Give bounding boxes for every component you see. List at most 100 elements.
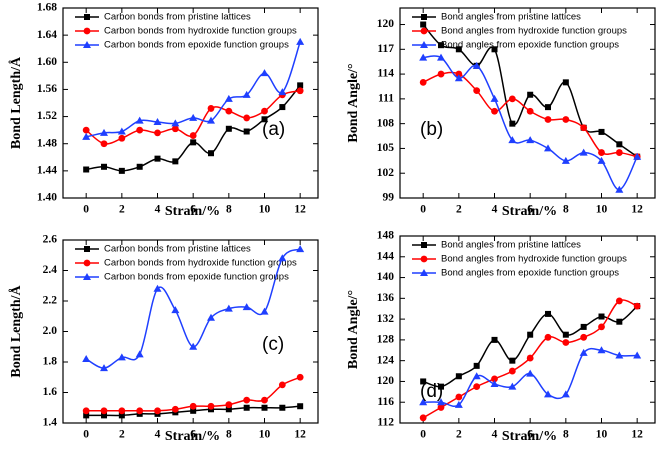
marker: [136, 126, 144, 134]
x-axis-label: Strain/%: [165, 204, 220, 219]
y-tick-label: 1.48: [37, 137, 57, 149]
marker: [117, 353, 126, 361]
marker: [615, 351, 624, 359]
marker: [118, 412, 125, 419]
marker: [579, 148, 588, 156]
marker: [224, 304, 233, 312]
marker: [580, 323, 587, 330]
x-tick-label: 6: [527, 429, 533, 441]
legend-marker: [84, 14, 90, 20]
x-tick-label: 12: [294, 429, 306, 441]
marker: [207, 105, 215, 112]
marker: [526, 136, 535, 144]
x-tick-label: 10: [259, 429, 271, 441]
y-tick-label: 124: [377, 354, 395, 366]
marker: [473, 362, 480, 369]
marker: [118, 407, 126, 415]
legend-label: Carbon bonds from pristine lattices: [104, 12, 251, 23]
x-tick-label: 2: [456, 429, 462, 441]
marker: [472, 61, 481, 69]
panel-label: (d): [420, 381, 443, 402]
marker: [544, 390, 553, 398]
plot-frame: [62, 7, 319, 199]
x-tick-label: 6: [527, 204, 533, 216]
marker: [260, 307, 269, 315]
y-tick-label: 105: [377, 142, 395, 154]
marker: [580, 124, 588, 132]
legend-label: Bond angles from pristine lattices: [441, 12, 581, 23]
x-axis-label: Strain/%: [502, 429, 557, 444]
x-tick-label: 12: [631, 429, 643, 441]
marker: [82, 354, 91, 362]
marker: [527, 331, 534, 338]
marker: [296, 37, 305, 45]
x-tick-label: 4: [155, 429, 161, 441]
marker: [598, 149, 605, 156]
marker: [154, 407, 161, 415]
y-tick-label: 2.2: [43, 295, 58, 307]
legend-marker: [83, 27, 91, 35]
marker: [562, 339, 570, 346]
marker: [562, 116, 570, 123]
marker: [509, 120, 516, 127]
y-axis-label: Bond Angle/°: [346, 63, 361, 142]
marker: [225, 401, 233, 409]
x-tick-label: 10: [259, 204, 271, 216]
marker: [491, 336, 498, 343]
marker: [526, 354, 534, 362]
y-tick-label: 140: [377, 271, 395, 283]
marker: [136, 407, 144, 415]
marker: [243, 404, 250, 411]
marker: [615, 149, 623, 156]
marker: [279, 104, 286, 111]
x-tick-label: 2: [119, 429, 125, 441]
marker: [419, 414, 427, 422]
marker: [243, 114, 251, 122]
series-line: [423, 55, 638, 191]
marker: [633, 152, 642, 160]
x-tick-label: 12: [631, 204, 643, 216]
marker: [261, 396, 268, 404]
marker: [454, 74, 463, 82]
marker: [101, 163, 108, 170]
x-tick-label: 2: [119, 204, 125, 216]
marker: [279, 404, 286, 411]
marker: [616, 318, 623, 325]
marker: [562, 331, 569, 338]
marker: [117, 127, 126, 135]
marker: [473, 383, 481, 391]
marker: [633, 302, 641, 310]
marker: [561, 156, 570, 164]
x-tick-label: 10: [596, 204, 608, 216]
x-tick-label: 4: [155, 204, 161, 216]
marker: [171, 119, 180, 127]
x-tick-label: 0: [83, 429, 89, 441]
y-tick-label: 1.64: [37, 29, 57, 41]
plot-frame: [399, 7, 656, 199]
marker: [100, 140, 108, 148]
marker: [615, 185, 624, 193]
marker: [118, 167, 125, 174]
y-tick-label: 114: [377, 68, 394, 80]
marker: [455, 46, 462, 53]
marker: [490, 94, 499, 102]
marker: [207, 116, 216, 124]
marker: [437, 404, 445, 411]
marker: [208, 150, 215, 157]
legend-label: Bond angles from hydroxide function grou…: [441, 26, 627, 37]
x-tick-label: 4: [492, 204, 498, 216]
y-tick-label: 1.60: [37, 56, 57, 68]
marker: [419, 78, 427, 86]
marker: [153, 118, 162, 125]
marker: [597, 346, 606, 354]
marker: [472, 372, 481, 380]
y-tick-label: 112: [377, 417, 394, 429]
legend-label: Carbon bonds from epoxide function group…: [104, 272, 289, 283]
y-tick-label: 116: [377, 396, 394, 408]
marker: [598, 323, 605, 331]
marker: [190, 139, 197, 146]
marker: [438, 42, 445, 49]
marker: [82, 407, 90, 415]
marker: [207, 402, 215, 410]
